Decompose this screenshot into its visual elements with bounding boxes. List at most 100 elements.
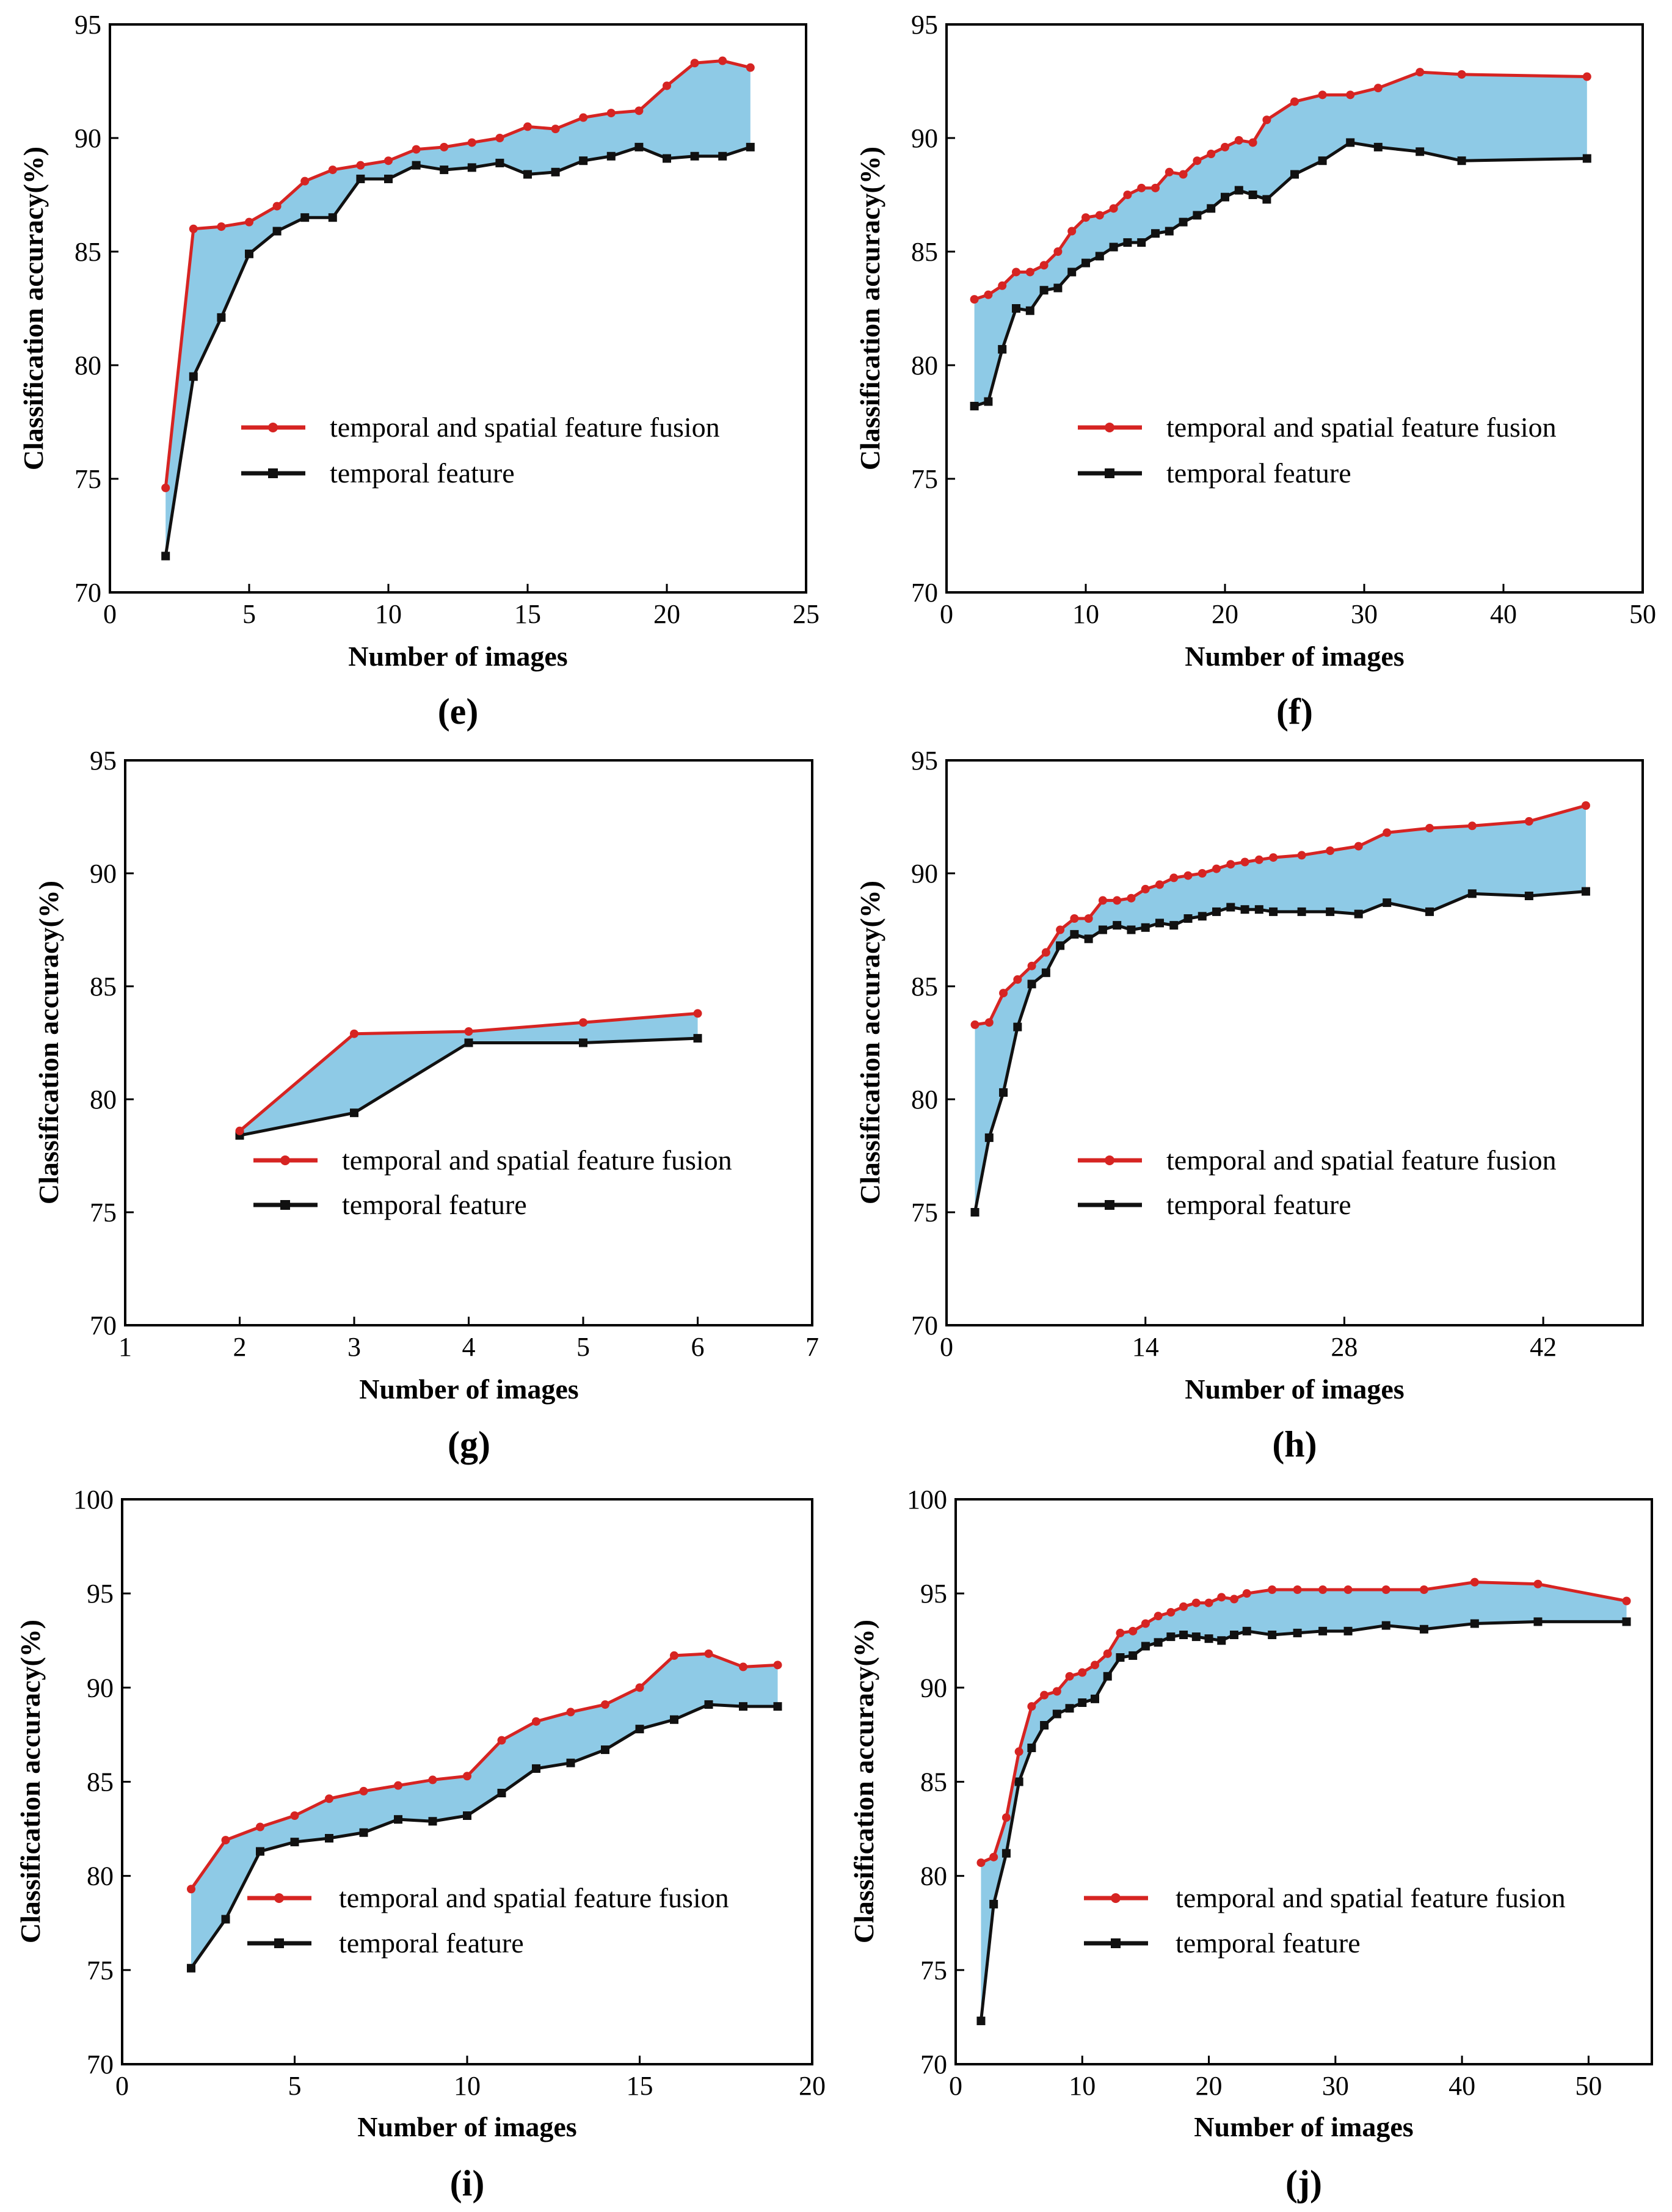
x-ticks-i: 0 5 10 15 20: [115, 2056, 826, 2101]
data-point-temporal-e-9: [412, 161, 421, 170]
data-point-temporal-f-24: [1346, 138, 1355, 147]
data-point-fusion-j-8: [1078, 1668, 1087, 1677]
panel-j: 0 10 20 30 40 50 70 75 80 85 90 95 100 Number of im…: [848, 1485, 1653, 2203]
data-point-temporal-h-26: [1425, 907, 1434, 916]
legend-label-temporal-j: temporal feature: [1176, 1927, 1361, 1959]
data-point-fusion-j-21: [1242, 1589, 1251, 1598]
plot-area-e: [109, 23, 807, 594]
data-point-fusion-f-10: [1109, 204, 1118, 213]
y-tick-label-g-1: 75: [90, 1198, 117, 1228]
data-point-temporal-h-19: [1240, 905, 1249, 914]
data-point-temporal-i-0: [187, 1963, 195, 1973]
data-point-fusion-f-20: [1248, 138, 1257, 147]
data-point-fusion-e-8: [384, 156, 393, 166]
fill-band-f: [974, 72, 1587, 406]
y-tick-label-g-4: 90: [90, 859, 117, 889]
data-point-fusion-j-19: [1217, 1593, 1226, 1602]
data-point-temporal-h-2: [999, 1088, 1008, 1097]
x-ticks-f: 0 10 20 30 40 50: [940, 584, 1656, 629]
y-tick-label-e-5: 95: [75, 10, 101, 40]
y-ticks-f: 70 75 80 85 90 95: [911, 10, 955, 608]
data-point-fusion-e-9: [412, 145, 421, 154]
data-point-temporal-j-2: [1001, 1849, 1011, 1858]
data-point-fusion-e-10: [440, 142, 449, 151]
data-point-fusion-i-9: [497, 1736, 506, 1745]
data-point-fusion-h-10: [1113, 896, 1122, 905]
legend-marker-temporal-g: [280, 1200, 290, 1210]
data-point-temporal-e-7: [356, 174, 365, 183]
data-point-temporal-j-20: [1230, 1631, 1238, 1639]
x-axis-title-h: Number of images: [1185, 1373, 1404, 1405]
data-point-temporal-f-17: [1207, 204, 1216, 213]
data-point-fusion-e-16: [606, 109, 616, 118]
y-tick-label-g-2: 80: [90, 1085, 117, 1115]
data-point-temporal-i-16: [739, 1702, 747, 1711]
data-point-temporal-f-13: [1151, 229, 1160, 238]
data-point-fusion-j-6: [1052, 1687, 1061, 1696]
data-point-fusion-e-15: [579, 113, 588, 122]
caption-e: (e): [438, 691, 479, 732]
legend-label-temporal-f: temporal feature: [1166, 457, 1351, 489]
plot-area-f: [945, 23, 1644, 594]
y-tick-label-e-4: 90: [75, 123, 101, 153]
panel-g: 1 2 3 4 5 6 7 70 75 80 85 90 95 Number of images Cl…: [33, 746, 819, 1464]
data-point-fusion-f-1: [984, 290, 993, 299]
caption-j: (j): [1285, 2163, 1322, 2203]
y-tick-label-g-0: 70: [90, 1311, 117, 1341]
x-tick-label-g-6: 7: [805, 1332, 819, 1362]
y-axis-title-g: Classification accuracy(%): [33, 881, 64, 1204]
data-point-temporal-j-17: [1191, 1632, 1201, 1642]
data-point-temporal-h-8: [1084, 934, 1093, 944]
data-point-fusion-j-1: [989, 1852, 998, 1861]
data-point-temporal-i-12: [601, 1745, 609, 1755]
data-point-fusion-j-5: [1040, 1690, 1049, 1700]
x-ticks-h: 0 14 28 42: [940, 1317, 1557, 1362]
x-tick-label-e-5: 25: [793, 599, 820, 629]
data-point-temporal-f-28: [1582, 154, 1591, 163]
data-point-fusion-f-19: [1234, 136, 1243, 145]
data-point-temporal-j-7: [1065, 1704, 1074, 1713]
data-point-temporal-f-0: [970, 401, 979, 410]
data-point-fusion-h-28: [1524, 817, 1533, 826]
y-tick-label-e-1: 75: [75, 464, 101, 494]
data-point-temporal-j-28: [1470, 1619, 1479, 1628]
y-tick-label-i-4: 90: [87, 1673, 114, 1703]
data-point-fusion-e-3: [245, 217, 253, 227]
data-point-fusion-h-23: [1326, 846, 1335, 855]
data-point-fusion-j-14: [1154, 1612, 1163, 1621]
y-tick-label-j-0: 70: [920, 2050, 947, 2079]
y-tick-label-f-3: 85: [911, 237, 938, 267]
data-point-temporal-f-3: [1012, 304, 1020, 313]
data-point-temporal-f-21: [1262, 195, 1271, 204]
y-tick-label-i-3: 85: [87, 1767, 114, 1797]
data-point-temporal-i-10: [532, 1764, 540, 1773]
x-tick-label-i-1: 5: [288, 2071, 302, 2101]
caption-i: (i): [450, 2163, 485, 2203]
data-point-fusion-h-1: [984, 1018, 994, 1027]
y-axis-title-f: Classification accuracy(%): [854, 147, 885, 470]
series-lines-g: [235, 1009, 702, 1140]
data-point-temporal-h-20: [1254, 905, 1263, 914]
caption-h: (h): [1272, 1424, 1317, 1464]
x-tick-label-h-3: 42: [1530, 1332, 1557, 1362]
legend-marker-temporal-h: [1105, 1200, 1114, 1210]
data-point-fusion-h-19: [1240, 857, 1249, 867]
data-point-temporal-i-1: [221, 1915, 230, 1924]
data-point-fusion-i-6: [394, 1781, 402, 1790]
data-point-fusion-i-2: [256, 1822, 264, 1832]
data-point-temporal-j-29: [1533, 1617, 1543, 1626]
data-point-fusion-j-24: [1318, 1585, 1328, 1594]
legend-marker-temporal-i: [274, 1938, 284, 1948]
data-point-fusion-e-11: [467, 138, 476, 147]
data-point-fusion-f-7: [1067, 227, 1077, 236]
data-point-temporal-e-15: [579, 156, 588, 166]
data-point-temporal-f-22: [1290, 170, 1299, 179]
data-point-fusion-f-4: [1025, 267, 1034, 277]
y-tick-label-f-1: 75: [911, 464, 938, 494]
data-point-temporal-e-18: [663, 154, 671, 163]
data-point-temporal-i-14: [670, 1715, 678, 1724]
data-point-fusion-h-3: [1013, 975, 1022, 984]
data-point-fusion-j-23: [1293, 1585, 1302, 1594]
data-point-temporal-f-9: [1095, 252, 1104, 261]
